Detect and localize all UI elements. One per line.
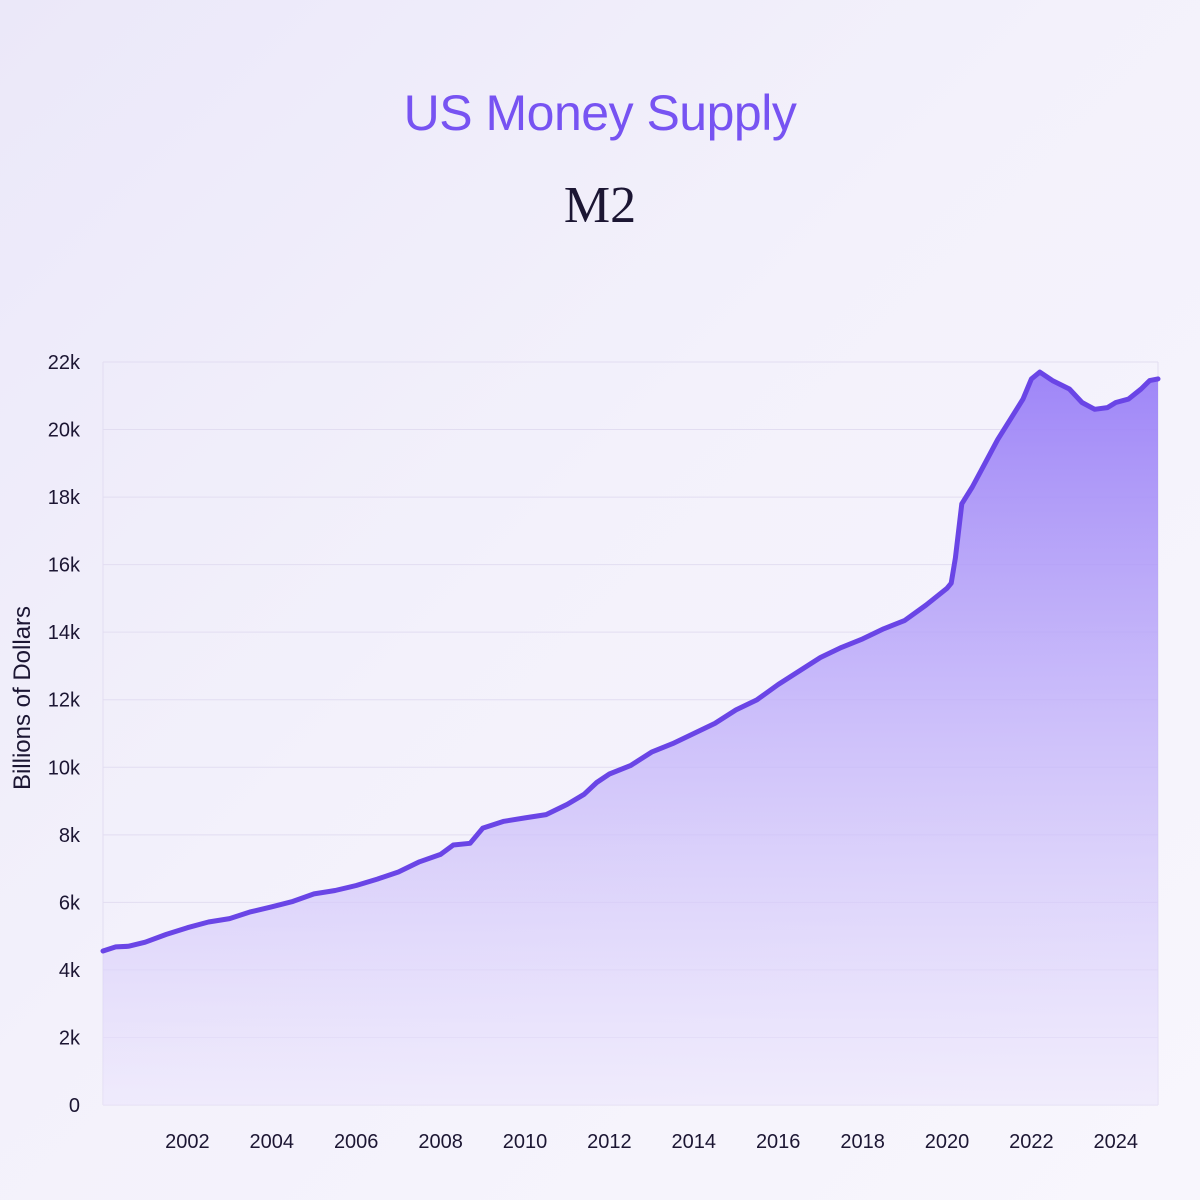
y-tick-label: 20k	[48, 420, 81, 442]
x-tick-label: 2016	[756, 1131, 801, 1153]
x-tick-labels: 2002 2004 2006 2008 2010 2012 2014 2016 2018 2020…	[165, 1131, 1138, 1153]
y-tick-label: 4k	[59, 960, 81, 982]
x-tick-label: 2004	[250, 1131, 295, 1153]
x-tick-label: 2024	[1094, 1131, 1139, 1153]
x-tick-label: 2014	[672, 1131, 717, 1153]
y-tick-label: 8k	[59, 825, 81, 847]
y-tick-label: 10k	[48, 757, 81, 779]
chart-title: US Money Supply	[403, 85, 797, 141]
y-tick-label: 18k	[48, 487, 81, 509]
y-tick-label: 22k	[48, 352, 81, 374]
y-tick-label: 2k	[59, 1027, 81, 1049]
x-tick-label: 2008	[418, 1131, 463, 1153]
y-tick-label: 16k	[48, 555, 81, 577]
series-area-fill	[103, 372, 1158, 1106]
x-tick-label: 2020	[925, 1131, 970, 1153]
series-line	[100, 369, 1161, 954]
chart-subtitle: M2	[563, 177, 637, 234]
y-tick-label: 6k	[59, 892, 81, 914]
area-layer	[100, 369, 1161, 1106]
x-tick-label: 2006	[334, 1131, 379, 1153]
x-tick-label: 2010	[503, 1131, 548, 1153]
y-tick-label: 0	[69, 1095, 80, 1117]
y-tick-label: 14k	[48, 622, 81, 644]
x-tick-label: 2022	[1009, 1131, 1054, 1153]
x-tick-label: 2018	[840, 1131, 885, 1153]
y-tick-label: 12k	[48, 690, 81, 712]
y-axis-label: Billions of Dollars	[9, 606, 36, 790]
x-tick-label: 2012	[587, 1131, 632, 1153]
x-tick-label: 2002	[165, 1131, 210, 1153]
y-tick-labels: 0 2k 4k 6k 8k 10k 12k 14k 16k 18k 20k 22k	[48, 352, 81, 1117]
